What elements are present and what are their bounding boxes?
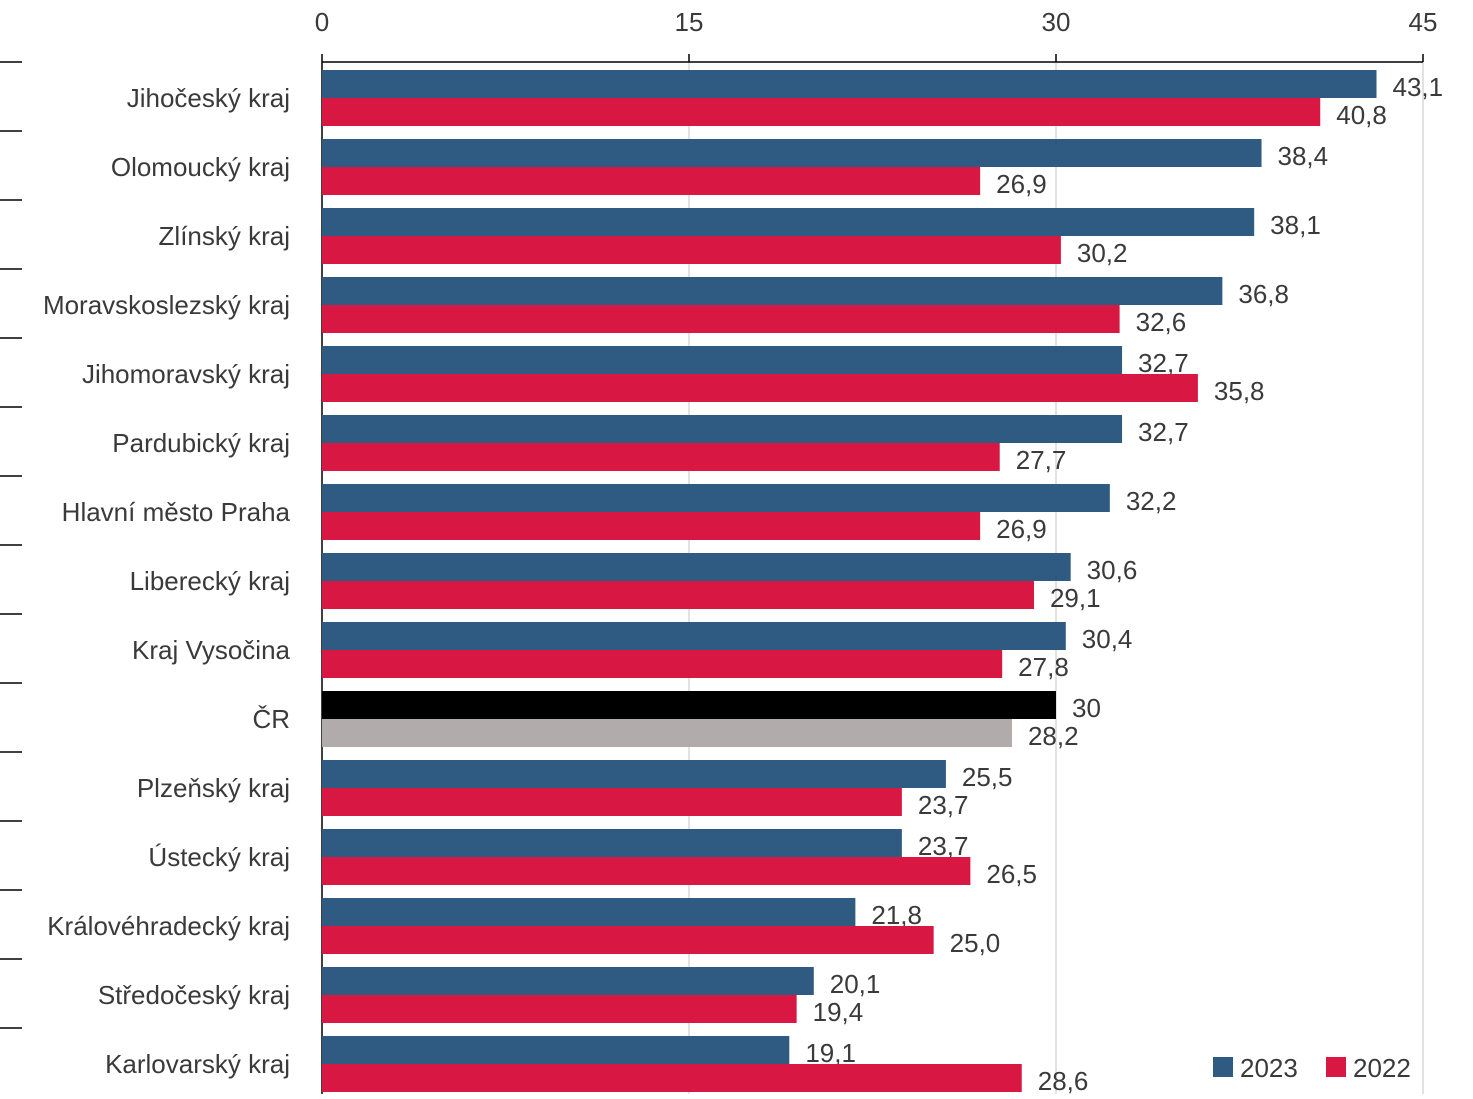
data-label-2023: 20,1 <box>830 969 881 999</box>
legend-swatch-2023 <box>1213 1057 1233 1077</box>
data-label-2023: 19,1 <box>805 1038 856 1068</box>
bar-2022 <box>322 857 971 885</box>
data-label-2023: 23,7 <box>918 831 969 861</box>
legend-swatch-2022 <box>1326 1057 1346 1077</box>
category-label: Karlovarský kraj <box>105 1049 290 1079</box>
bar-2023 <box>322 484 1110 512</box>
data-label-2022: 26,5 <box>986 859 1037 889</box>
data-label-2023: 32,7 <box>1138 348 1189 378</box>
bar-2022 <box>322 650 1003 678</box>
data-label-2022: 19,4 <box>813 997 864 1027</box>
data-label-2022: 26,9 <box>996 514 1047 544</box>
data-label-2023: 30,4 <box>1082 624 1133 654</box>
category-label: Královéhradecký kraj <box>47 911 290 941</box>
bar-2022 <box>322 995 797 1023</box>
bar-2022 <box>322 374 1198 402</box>
bar-2022 <box>322 512 981 540</box>
bar-2022 <box>322 98 1321 126</box>
x-tick-label-0: 0 <box>315 7 329 37</box>
data-label-2022: 32,6 <box>1136 307 1187 337</box>
data-label-2023: 38,4 <box>1278 141 1329 171</box>
category-label: Jihočeský kraj <box>127 83 290 113</box>
data-label-2023: 36,8 <box>1238 279 1289 309</box>
x-tick-label-30: 30 <box>1042 7 1071 37</box>
bar-2022 <box>322 581 1034 609</box>
bar-2023 <box>322 1036 790 1064</box>
data-label-2022: 28,2 <box>1028 721 1079 751</box>
category-label: Ústecký kraj <box>148 842 290 872</box>
bar-2022 <box>322 443 1000 471</box>
data-label-2023: 30,6 <box>1087 555 1138 585</box>
legend-label-2022: 2022 <box>1353 1053 1411 1083</box>
category-label: Moravskoslezský kraj <box>43 290 290 320</box>
category-label: Hlavní město Praha <box>62 497 291 527</box>
bar-2023 <box>322 70 1377 98</box>
bar-2022 <box>322 788 902 816</box>
bar-2022 <box>322 236 1061 264</box>
category-label: Středočeský kraj <box>98 980 290 1010</box>
bar-2022 <box>322 719 1012 747</box>
data-label-2022: 26,9 <box>996 169 1047 199</box>
category-label: ČR <box>252 704 290 734</box>
bar-2023 <box>322 139 1262 167</box>
category-label: Plzeňský kraj <box>137 773 290 803</box>
data-label-2022: 40,8 <box>1336 100 1387 130</box>
data-label-2022: 35,8 <box>1214 376 1265 406</box>
data-label-2022: 23,7 <box>918 790 969 820</box>
bar-2023 <box>322 553 1071 581</box>
data-label-2023: 21,8 <box>871 900 922 930</box>
data-label-2022: 27,7 <box>1016 445 1067 475</box>
data-label-2023: 32,7 <box>1138 417 1189 447</box>
bar-2022 <box>322 305 1120 333</box>
bar-2023 <box>322 829 902 857</box>
category-label: Olomoucký kraj <box>111 152 290 182</box>
x-tick-label-15: 15 <box>675 7 704 37</box>
bar-2022 <box>322 926 934 954</box>
legend-label-2023: 2023 <box>1240 1053 1298 1083</box>
category-label: Kraj Vysočina <box>132 635 291 665</box>
data-label-2023: 25,5 <box>962 762 1013 792</box>
category-label: Pardubický kraj <box>112 428 290 458</box>
category-label: Liberecký kraj <box>130 566 290 596</box>
bar-2022 <box>322 167 981 195</box>
data-label-2022: 25,0 <box>950 928 1001 958</box>
data-label-2022: 30,2 <box>1077 238 1128 268</box>
bar-2023 <box>322 208 1255 236</box>
data-label-2023: 43,1 <box>1393 72 1444 102</box>
data-label-2023: 30 <box>1072 693 1101 723</box>
bar-2023 <box>322 277 1223 305</box>
bar-2023 <box>322 415 1123 443</box>
category-label: Jihomoravský kraj <box>82 359 290 389</box>
data-label-2022: 28,6 <box>1038 1066 1089 1094</box>
data-label-2022: 27,8 <box>1018 652 1069 682</box>
bar-2023 <box>322 760 946 788</box>
data-label-2022: 29,1 <box>1050 583 1101 613</box>
bar-2022 <box>322 1064 1022 1092</box>
bar-2023 <box>322 967 814 995</box>
category-label: Zlínský kraj <box>159 221 290 251</box>
x-tick-label-45: 45 <box>1409 7 1438 37</box>
data-label-2023: 32,2 <box>1126 486 1177 516</box>
bar-2023 <box>322 346 1123 374</box>
bar-2023 <box>322 898 856 926</box>
bar-2023 <box>322 622 1066 650</box>
data-label-2023: 38,1 <box>1270 210 1321 240</box>
bar-2023 <box>322 691 1056 719</box>
